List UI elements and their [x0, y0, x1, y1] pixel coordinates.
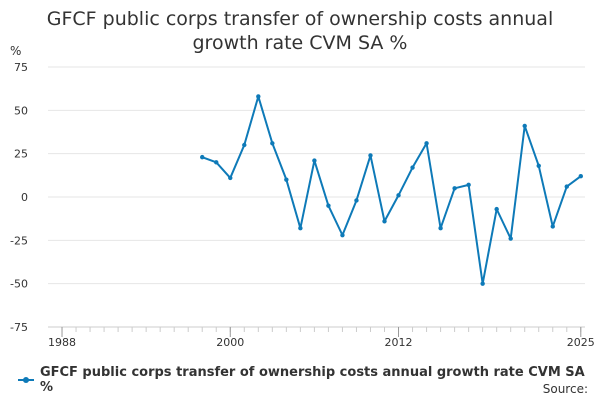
series-line[interactable]	[201, 95, 582, 285]
y-axis-unit-label: %	[10, 44, 22, 58]
x-tick-label: 1988	[48, 336, 76, 349]
legend-marker-icon	[18, 374, 34, 386]
series-layer[interactable]	[200, 94, 583, 286]
data-point[interactable]	[256, 94, 261, 99]
y-tick-label: -50	[10, 278, 28, 291]
data-point[interactable]	[578, 174, 583, 179]
y-axis-tick-labels: 75 50 25 0 -25 -50 -75	[10, 61, 28, 334]
data-point[interactable]	[494, 206, 499, 212]
data-point[interactable]	[396, 193, 401, 198]
y-tick-label: -75	[10, 321, 28, 334]
data-point[interactable]	[354, 198, 359, 203]
y-tick-label: -25	[10, 234, 28, 247]
legend[interactable]: GFCF public corps transfer of ownership …	[18, 365, 600, 395]
y-tick-label: 75	[14, 61, 28, 74]
x-tick-label: 2012	[385, 336, 413, 349]
data-point[interactable]	[270, 141, 275, 146]
y-tick-label: 25	[14, 148, 28, 161]
x-axis: 1988 2000 2012 2025	[48, 326, 595, 349]
y-tick-label: 50	[14, 104, 28, 117]
data-point[interactable]	[214, 160, 219, 165]
data-point[interactable]	[508, 236, 513, 241]
source-label[interactable]: Source:	[542, 382, 588, 396]
data-point[interactable]	[466, 182, 471, 188]
data-point[interactable]	[228, 175, 233, 181]
data-point[interactable]	[368, 153, 373, 158]
data-point[interactable]	[242, 142, 247, 148]
data-point[interactable]	[522, 123, 527, 129]
x-tick-label: 2025	[567, 336, 595, 349]
data-point[interactable]	[564, 184, 569, 189]
grid-lines	[48, 66, 585, 328]
data-point[interactable]	[550, 224, 555, 229]
data-point[interactable]	[536, 163, 541, 168]
data-point[interactable]	[312, 158, 317, 163]
data-point[interactable]	[326, 203, 331, 208]
data-point[interactable]	[200, 154, 205, 160]
data-point[interactable]	[382, 219, 387, 224]
data-point[interactable]	[284, 177, 289, 182]
data-point[interactable]	[340, 232, 345, 238]
chart-title-line-2: growth rate CVM SA %	[192, 32, 408, 54]
data-point[interactable]	[438, 226, 443, 231]
data-point[interactable]	[424, 141, 429, 146]
data-point[interactable]	[298, 226, 303, 231]
chart-title-line-1: GFCF public corps transfer of ownership …	[46, 8, 554, 30]
y-tick-label: 0	[21, 191, 28, 204]
data-point[interactable]	[480, 281, 485, 286]
legend-label: GFCF public corps transfer of ownership …	[39, 365, 585, 395]
x-tick-label: 2000	[216, 336, 244, 349]
data-point[interactable]	[452, 186, 457, 191]
data-point[interactable]	[410, 165, 415, 170]
